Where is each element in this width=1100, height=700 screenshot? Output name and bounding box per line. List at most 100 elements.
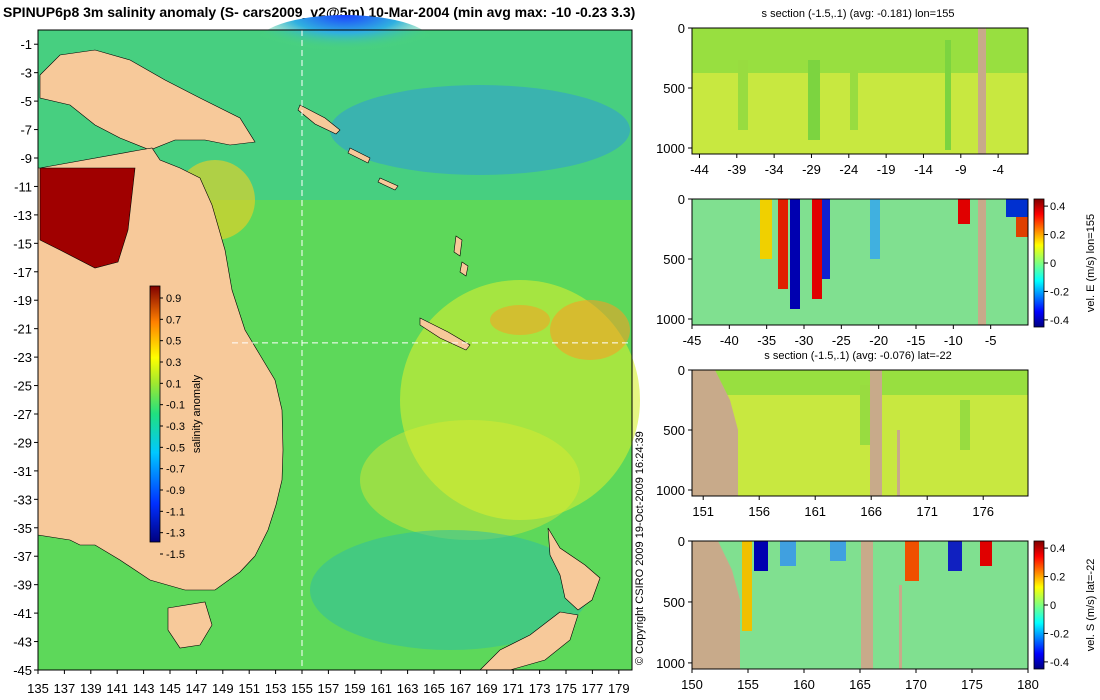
panel-v-lon-jet-8: [1006, 199, 1028, 217]
land-new-guinea: [39, 49, 256, 151]
map-x-tick-label: 159: [344, 681, 366, 696]
panel-x-tick-label: -44: [690, 162, 709, 177]
panel-x-tick-label: -24: [839, 162, 858, 177]
panel-s-section-lon: s section (-1.5,.1) (avg: -0.181) lon=15…: [656, 8, 1029, 177]
panel-y-tick-label: 1000: [656, 656, 685, 671]
panel-colorbar-tick-label: -0.4: [1050, 657, 1069, 669]
map-y-tick-label: -17: [13, 265, 32, 280]
panel-x-tick-label: 155: [737, 677, 759, 692]
panel-v-lon-jet-1: [778, 199, 788, 289]
panel-v-lon-frame: [691, 198, 1029, 326]
map-colorbar-tick-label: 0.3: [166, 357, 181, 369]
panel-colorbar-tick-label: 0.4: [1050, 543, 1065, 555]
panel-x-tick-label: 161: [804, 504, 826, 519]
map-x-tick-label: 167: [450, 681, 472, 696]
panel-v-lat-ridge-2: [899, 585, 902, 669]
map-y-tick-label: -3: [20, 66, 32, 81]
map-x-tick-label: 157: [318, 681, 340, 696]
panel-s-lon-land: [978, 28, 986, 154]
panel-x-tick-label: 156: [748, 504, 770, 519]
panel-v-lat-ridge: [861, 541, 873, 669]
map-colorbar-tick-label: -0.5: [166, 442, 185, 454]
map-y-tick-label: -29: [13, 435, 32, 450]
map-colorbar-tick-label: -0.3: [166, 421, 185, 433]
panel-y-tick-label: 1000: [656, 483, 685, 498]
panel-x-tick-label: -40: [720, 333, 739, 348]
map-x-axis: 135 137 139 141 143 145 147 149 151 153 155 157 159 1…: [27, 670, 630, 696]
panel-x-tick-label: 150: [681, 677, 703, 692]
land-new-caledonia: [419, 317, 471, 351]
map-y-tick-label: -5: [20, 94, 32, 109]
panel-x-tick-label: -9: [955, 162, 967, 177]
panel-v-lon-jet-6: [870, 199, 880, 259]
map-colorbar-tick-label: -1.1: [166, 506, 185, 518]
map-y-tick-label: -25: [13, 379, 32, 394]
panel-v-lat-jet-6: [948, 541, 962, 571]
map-colorbar-tick-label: 0.9: [166, 293, 181, 305]
panel-x-tick-label: -30: [795, 333, 814, 348]
map-y-tick-label: -43: [13, 635, 32, 650]
panel-v-lat-axes: 150 155 160 165 170 175 180 0 500 1000: [656, 534, 1039, 692]
panel-v-lon-jet-2: [790, 199, 800, 309]
map-x-tick-label: 149: [212, 681, 234, 696]
panel-x-tick-label: -19: [877, 162, 896, 177]
panel-s-lon-title: s section (-1.5,.1) (avg: -0.181) lon=15…: [762, 8, 955, 20]
panel-y-tick-label: 500: [663, 423, 685, 438]
land-new-zealand-north: [547, 527, 601, 611]
panel-x-tick-label: 170: [905, 677, 927, 692]
map-x-tick-label: 177: [582, 681, 604, 696]
map-y-tick-label: -11: [14, 179, 32, 194]
panel-s-lat-streak-2: [960, 400, 970, 450]
map-x-tick-label: 165: [423, 681, 445, 696]
panel-x-tick-label: 176: [972, 504, 994, 519]
map-colorbar-tick-label: -0.9: [166, 485, 185, 497]
map-colorbar-tick-label: 0.1: [166, 378, 181, 390]
panel-x-tick-label: -25: [832, 333, 851, 348]
panel-x-tick-label: -34: [765, 162, 784, 177]
map-x-tick-label: 175: [555, 681, 577, 696]
map-y-tick-label: -15: [13, 236, 32, 251]
panel-x-tick-label: -4: [992, 162, 1004, 177]
land-vanuatu: [453, 235, 469, 277]
panel-s-lon-streak-3: [850, 70, 858, 130]
map-saline-patch-2: [490, 305, 550, 335]
map-colorbar: 0.9 0.7 0.5 0.3 0.1 -0.1 -0.3 -0.5 -0.7 -0.9 -1.1 -…: [149, 285, 203, 561]
panel-v-lat-jet-4: [830, 541, 846, 561]
panel-v-lon-field: [692, 199, 1028, 325]
panel-v-lon-jet-9: [1016, 217, 1028, 237]
map-saline-patch-1: [550, 300, 630, 360]
panel-x-tick-label: -5: [985, 333, 997, 348]
panel-x-tick-label: -14: [914, 162, 933, 177]
panel-x-tick-label: -10: [944, 333, 963, 348]
map-y-tick-label: -27: [13, 407, 32, 422]
land-solomon-islands: [297, 104, 399, 191]
panel-x-tick-label: 175: [961, 677, 983, 692]
panel-s-lat-ridge: [870, 370, 882, 496]
panel-s-lon-axes: -44 -39 -34 -29 -24 -19 -14 -9 -4 0 500 1000: [656, 21, 1004, 177]
panel-v-lat-colorbar: [1033, 540, 1045, 670]
panel-s-lat-ridge-2: [897, 430, 900, 496]
panel-v-lat-jet-5: [905, 541, 919, 581]
panel-s-lat-frame: [691, 369, 1029, 497]
panel-x-tick-label: -20: [869, 333, 888, 348]
map-x-tick-label: 145: [159, 681, 181, 696]
map-fresh-zone-south: [310, 530, 590, 650]
map-colorbar-tick-label: -0.1: [166, 400, 185, 412]
map-colorbar-tick-label: -0.7: [166, 464, 185, 476]
map-fresh-pool-bluewater: [330, 85, 630, 175]
panel-y-tick-label: 500: [663, 595, 685, 610]
panel-x-tick-label: 165: [849, 677, 871, 692]
map-frame: [37, 29, 633, 671]
panel-x-tick-label: 160: [793, 677, 815, 692]
map-y-tick-label: -9: [20, 151, 32, 166]
panel-v-lon-jet-4: [822, 199, 830, 279]
panel-v-lat-jet-1: [742, 541, 752, 631]
panel-colorbar-tick-label: 0: [1050, 600, 1056, 612]
panel-v-lat-jet-3: [780, 541, 796, 566]
map-fresh-pool-north: [255, 15, 435, 75]
gulf-of-carpentaria-anomaly: [40, 168, 135, 268]
salinity-map: -1 -3 -5 -7 -9 -11 -13 -15 -17 -19 -21 -23 -25 -27 -29…: [13, 15, 640, 696]
panel-y-tick-label: 500: [663, 81, 685, 96]
panel-y-tick-label: 0: [678, 363, 685, 378]
